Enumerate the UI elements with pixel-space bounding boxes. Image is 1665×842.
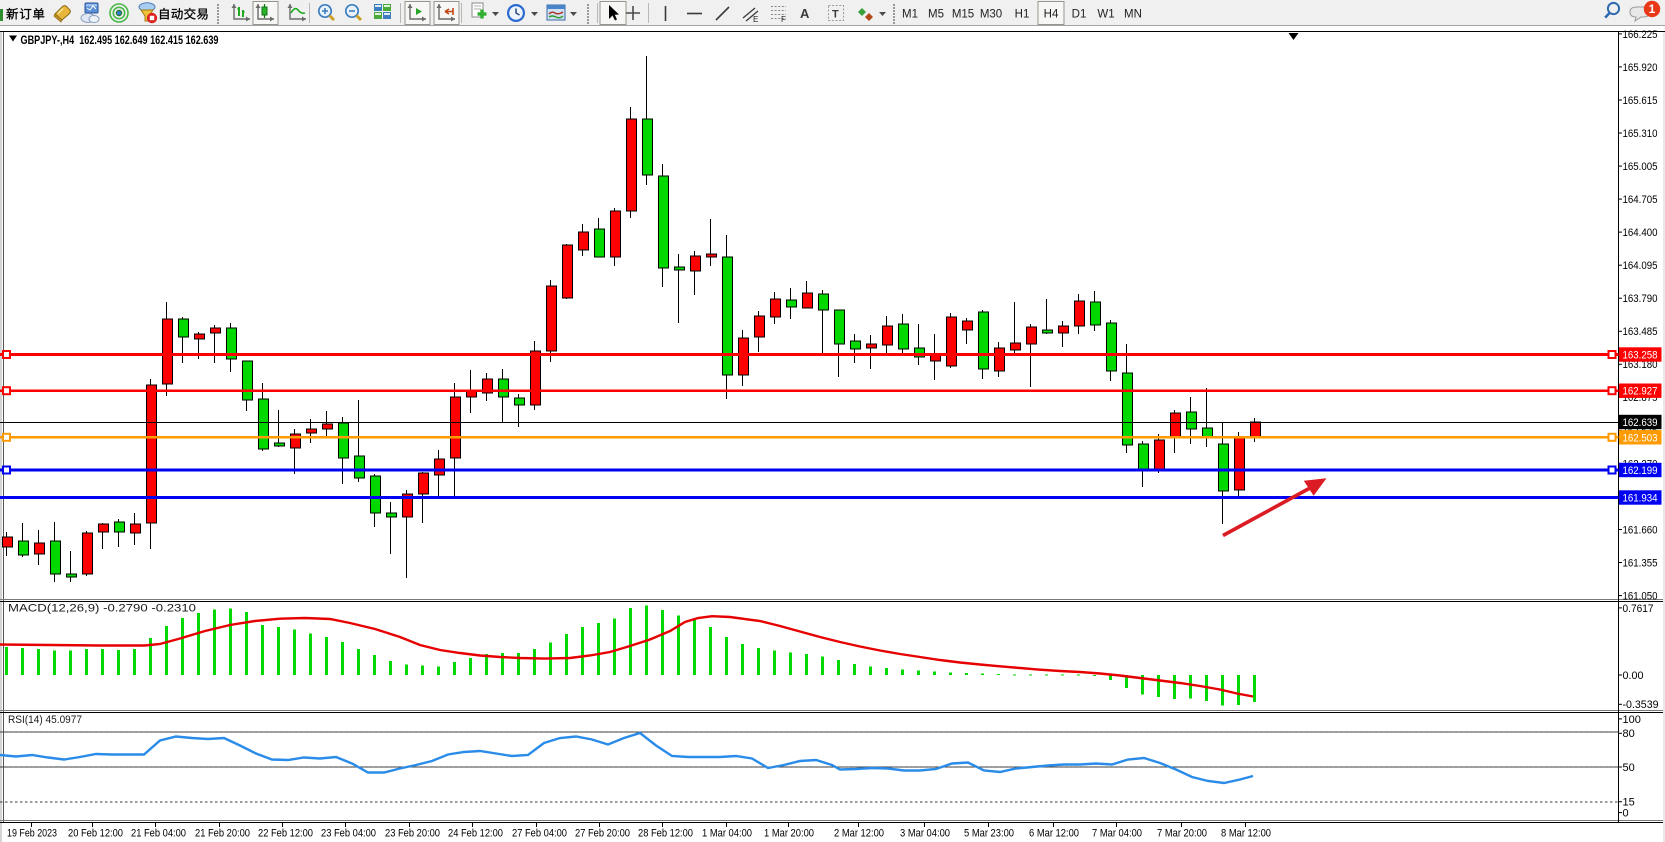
svg-text:165.920: 165.920 (1623, 62, 1658, 74)
svg-text:164.095: 164.095 (1623, 260, 1658, 272)
svg-text:161.660: 161.660 (1623, 524, 1658, 536)
svg-text:166.225: 166.225 (1623, 29, 1658, 41)
svg-text:H1: H1 (1015, 9, 1030, 21)
svg-text:163.258: 163.258 (1623, 350, 1658, 362)
svg-text:164.705: 164.705 (1623, 194, 1658, 206)
svg-text:21 Feb 04:00: 21 Feb 04:00 (131, 828, 186, 840)
svg-text:1 Mar 04:00: 1 Mar 04:00 (702, 828, 752, 840)
svg-text:H4: H4 (1044, 9, 1059, 21)
svg-text:-0.3539: -0.3539 (1623, 699, 1659, 711)
svg-text:M1: M1 (902, 9, 918, 21)
svg-text:24 Feb 12:00: 24 Feb 12:00 (448, 828, 503, 840)
svg-text:6 Mar 12:00: 6 Mar 12:00 (1029, 828, 1079, 840)
svg-text:1: 1 (1649, 2, 1656, 16)
svg-text:161.050: 161.050 (1623, 591, 1658, 603)
svg-text:2 Mar 12:00: 2 Mar 12:00 (834, 828, 884, 840)
svg-text:165.005: 165.005 (1623, 161, 1658, 173)
svg-text:15: 15 (1623, 797, 1635, 809)
svg-text:RSI(14) 45.0977: RSI(14) 45.0977 (8, 714, 82, 726)
svg-text:19 Feb 2023: 19 Feb 2023 (7, 828, 57, 840)
svg-text:23 Feb 20:00: 23 Feb 20:00 (385, 828, 440, 840)
svg-text:21 Feb 20:00: 21 Feb 20:00 (195, 828, 250, 840)
svg-text:23 Feb 04:00: 23 Feb 04:00 (321, 828, 376, 840)
svg-text:27 Feb 20:00: 27 Feb 20:00 (575, 828, 630, 840)
svg-text:28 Feb 12:00: 28 Feb 12:00 (638, 828, 693, 840)
svg-text:163.180: 163.180 (1623, 359, 1658, 371)
svg-text:161.355: 161.355 (1623, 557, 1658, 569)
svg-text:162.503: 162.503 (1623, 432, 1658, 444)
svg-text:W1: W1 (1097, 9, 1114, 21)
svg-text:0: 0 (1623, 808, 1629, 820)
svg-text:163.485: 163.485 (1623, 326, 1658, 338)
svg-text:1 Mar 20:00: 1 Mar 20:00 (764, 828, 814, 840)
svg-text:MN: MN (1124, 9, 1142, 21)
svg-text:MACD(12,26,9) -0.2790 -0.2310: MACD(12,26,9) -0.2790 -0.2310 (8, 603, 196, 615)
svg-text:50: 50 (1623, 762, 1635, 774)
svg-text:161.934: 161.934 (1623, 493, 1658, 505)
svg-text:162.199: 162.199 (1623, 465, 1658, 477)
svg-text:163.790: 163.790 (1623, 293, 1658, 305)
svg-text:27 Feb 04:00: 27 Feb 04:00 (512, 828, 567, 840)
svg-text:A: A (800, 6, 810, 21)
svg-text:22 Feb 12:00: 22 Feb 12:00 (258, 828, 313, 840)
svg-text:T: T (832, 9, 839, 21)
svg-text:M30: M30 (980, 9, 1002, 21)
svg-text:5 Mar 23:00: 5 Mar 23:00 (964, 828, 1014, 840)
svg-text:7 Mar 04:00: 7 Mar 04:00 (1092, 828, 1142, 840)
svg-text:165.310: 165.310 (1623, 128, 1658, 140)
svg-text:M5: M5 (928, 9, 944, 21)
svg-text:GBPJPY-,H4 162.495 162.649 16: GBPJPY-,H4 162.495 162.649 162.415 162.6… (21, 33, 219, 47)
svg-text:162.927: 162.927 (1623, 386, 1658, 398)
svg-text:164.400: 164.400 (1623, 227, 1658, 239)
svg-text:0.00: 0.00 (1623, 670, 1644, 682)
svg-text:20 Feb 12:00: 20 Feb 12:00 (68, 828, 123, 840)
svg-text:8 Mar 12:00: 8 Mar 12:00 (1221, 828, 1271, 840)
svg-text:M15: M15 (952, 9, 974, 21)
svg-text:D1: D1 (1072, 9, 1087, 21)
svg-text:E: E (753, 15, 758, 24)
svg-text:165.615: 165.615 (1623, 95, 1658, 107)
svg-text:100: 100 (1623, 714, 1641, 726)
svg-text:7 Mar 20:00: 7 Mar 20:00 (1157, 828, 1207, 840)
svg-text:3 Mar 04:00: 3 Mar 04:00 (900, 828, 950, 840)
svg-text:162.639: 162.639 (1623, 417, 1658, 429)
svg-text:80: 80 (1623, 728, 1635, 740)
svg-text:F: F (781, 15, 786, 24)
svg-text:0.7617: 0.7617 (1623, 603, 1654, 615)
